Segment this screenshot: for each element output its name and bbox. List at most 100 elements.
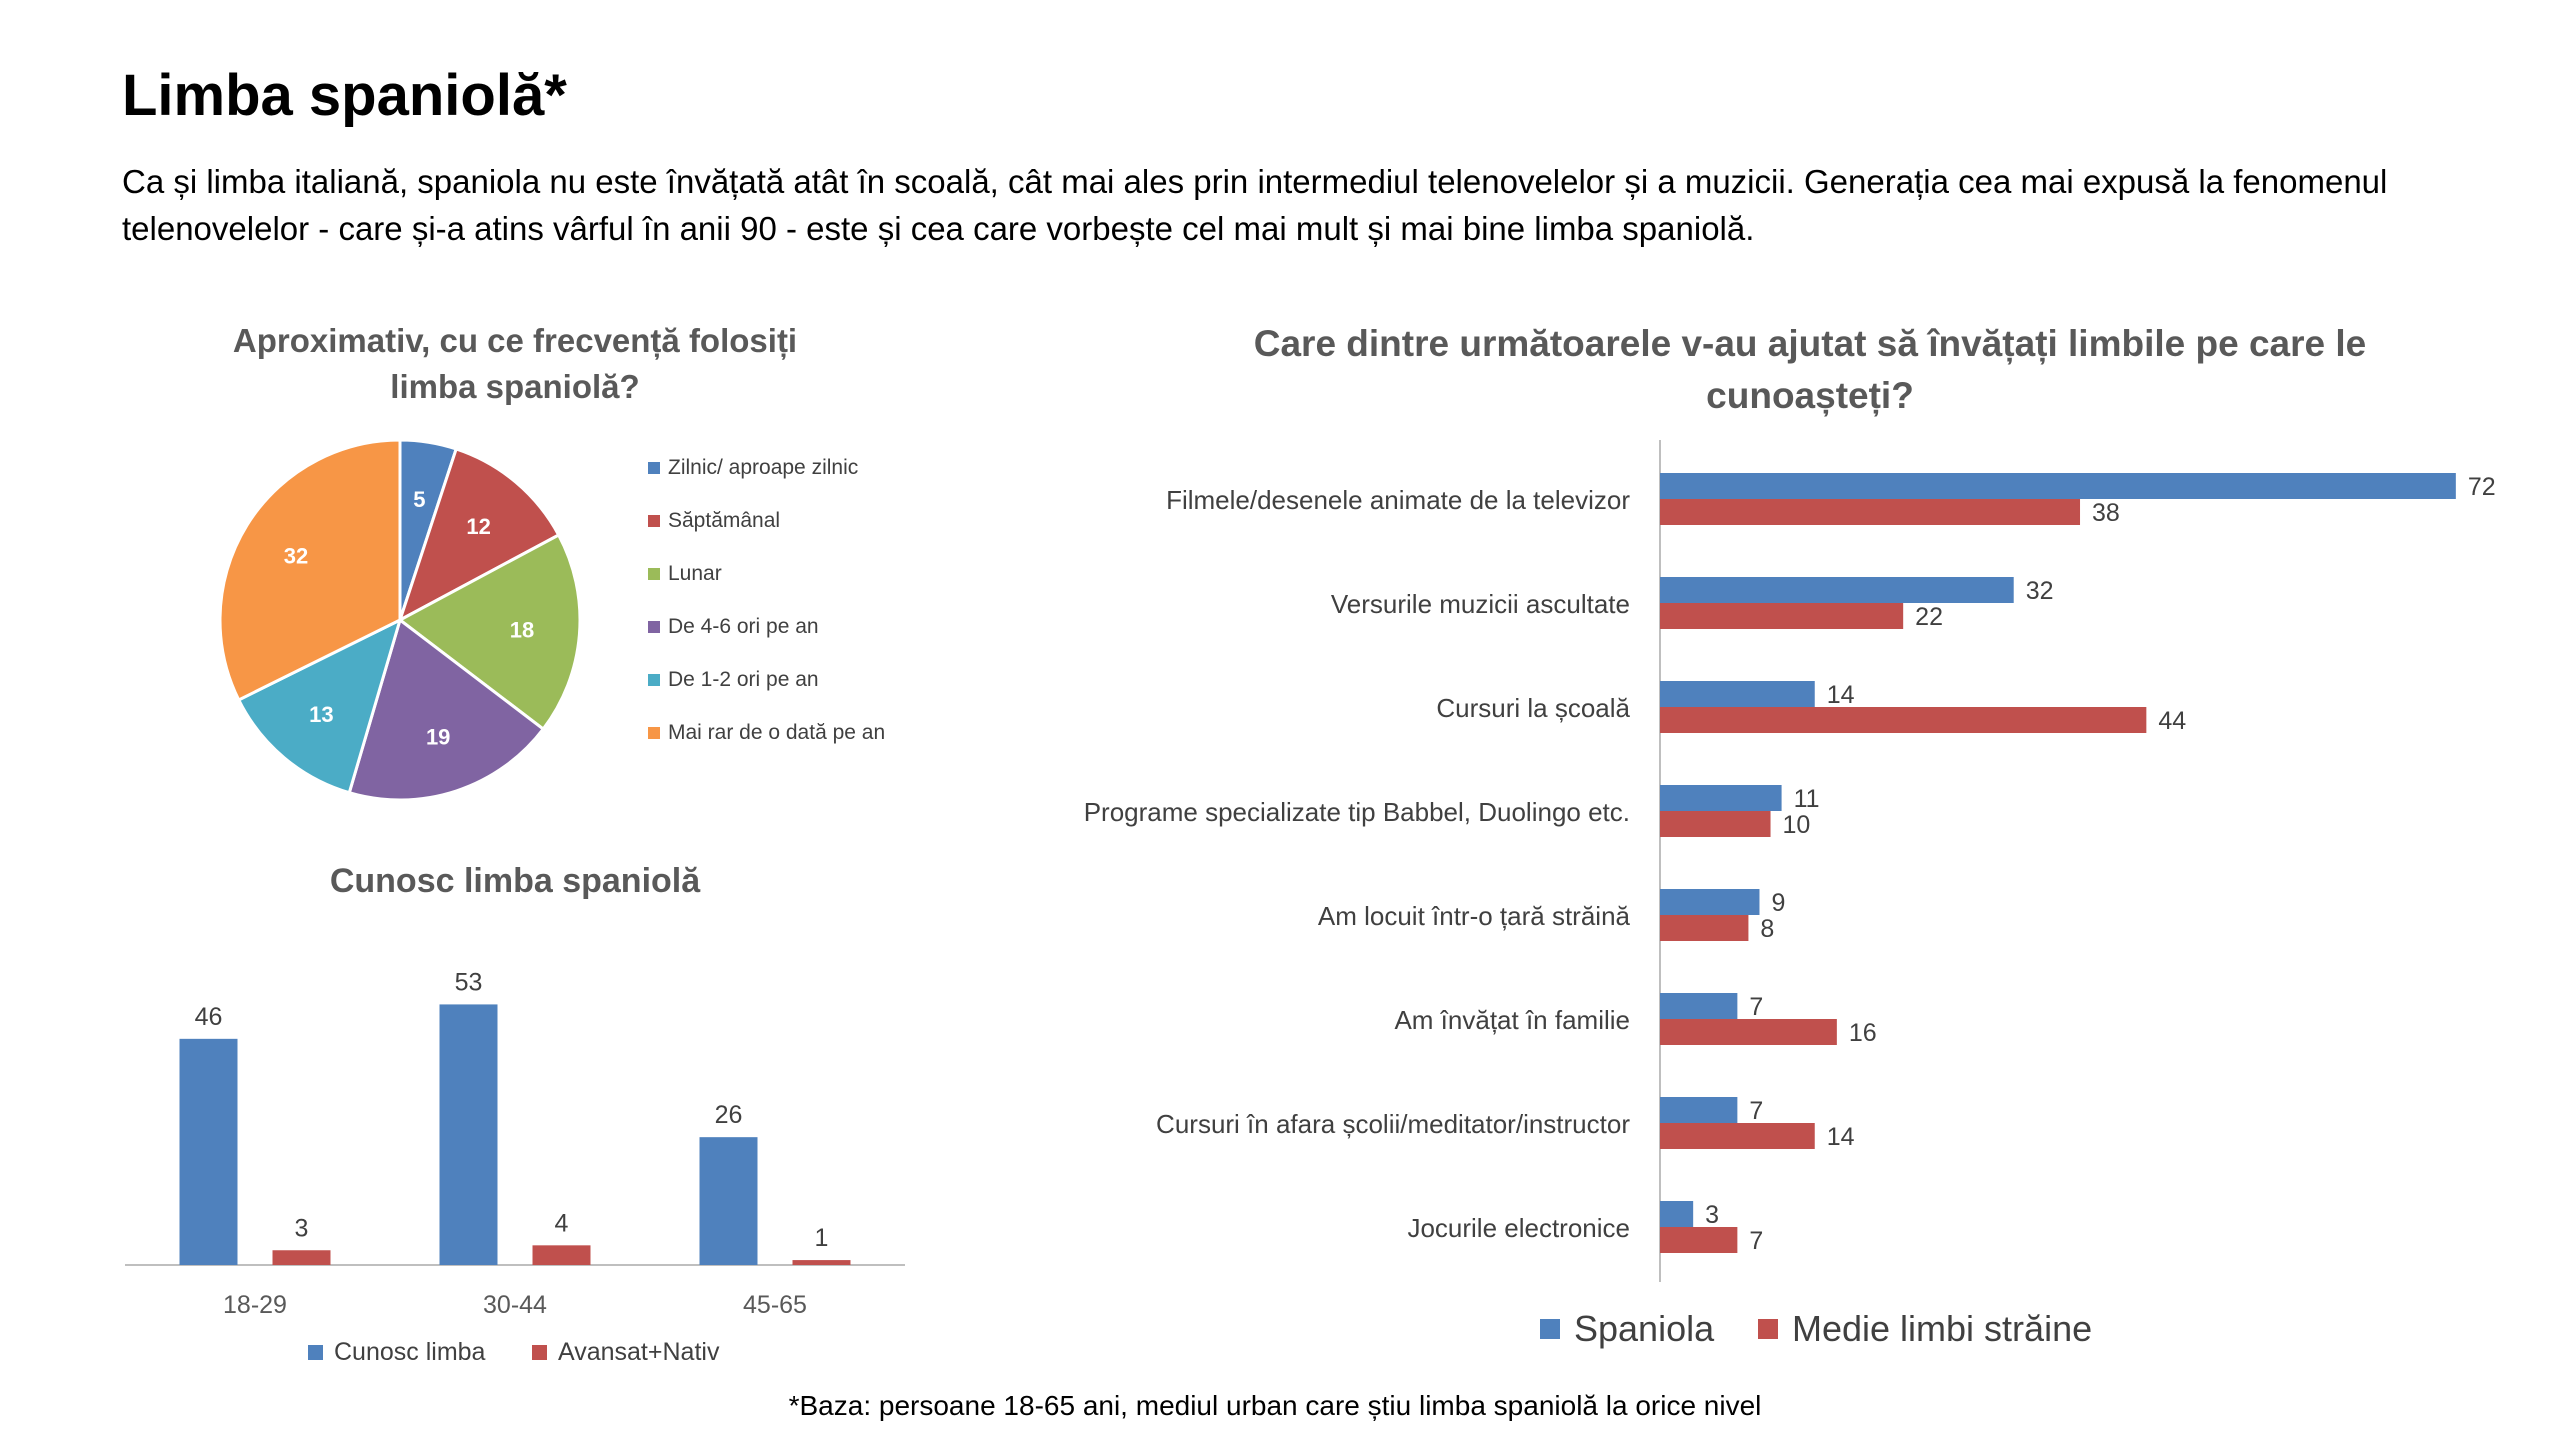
bar-data-label: 72 — [2468, 473, 2496, 501]
pie-legend-item: De 1-2 ori pe an — [648, 668, 819, 692]
y-category-label: Jocurile electronice — [1407, 1213, 1630, 1243]
legend-label: Spaniola — [1574, 1308, 1715, 1349]
x-tick-label: 30-44 — [483, 1291, 547, 1319]
help-title-line-2: cunoașteți? — [1706, 375, 1914, 416]
legend-swatch — [1540, 1319, 1560, 1339]
bar-data-label: 44 — [2158, 707, 2186, 735]
help-title-line-1: Care dintre următoarele v-au ajutat să î… — [1253, 323, 2367, 364]
y-category-label: Versurile muzicii ascultate — [1331, 589, 1630, 619]
legend-label: Mai rar de o dată pe an — [668, 721, 886, 744]
pie-data-label: 5 — [413, 487, 425, 512]
bar — [532, 1245, 591, 1265]
bar — [1660, 915, 1749, 941]
age-chart-title: Cunosc limba spaniolă — [329, 862, 701, 900]
legend-swatch — [648, 674, 660, 686]
bar — [792, 1260, 851, 1265]
pie-legend-item: Zilnic/ aproape zilnic — [648, 456, 858, 480]
help-bar-chart: Filmele/desenele animate de la televizor… — [1084, 440, 2496, 1282]
legend-swatch — [532, 1345, 547, 1360]
y-category-label: Programe specializate tip Babbel, Duolin… — [1084, 797, 1630, 827]
legend-label: De 1-2 ori pe an — [668, 668, 819, 691]
bar — [1660, 889, 1760, 915]
bar-data-label: 10 — [1783, 811, 1811, 839]
pie-data-label: 13 — [309, 702, 333, 727]
pie-legend-item: Mai rar de o dată pe an — [648, 721, 885, 745]
pie-data-label: 19 — [426, 724, 450, 749]
age-bar-chart: 46 3 18-29 53 4 30-44 26 1 45-65 — [125, 968, 905, 1319]
bar-data-label: 4 — [555, 1209, 569, 1237]
pie-slice — [397, 447, 561, 624]
bar — [1660, 1201, 1694, 1227]
legend-label: Medie limbi străine — [1792, 1308, 2093, 1349]
y-category-label: Filmele/desenele animate de la televizor — [1166, 485, 1630, 515]
pie-slice — [236, 617, 403, 795]
footnote: *Baza: persoane 18-65 ani, mediul urban … — [788, 1390, 1762, 1421]
bar — [1660, 1097, 1738, 1123]
page-title: Limba spaniolă* — [122, 63, 567, 128]
legend-swatch — [1758, 1319, 1778, 1339]
help-legend-item: Spaniola — [1540, 1308, 1714, 1350]
legend-label: Avansat+Nativ — [558, 1338, 720, 1366]
age-legend-item: Cunosc limba — [308, 1338, 485, 1367]
bar-data-label: 1 — [815, 1224, 829, 1252]
legend-label: Săptămânal — [668, 509, 781, 532]
pie-legend-item: De 4-6 ori pe an — [648, 615, 819, 639]
bar-data-label: 14 — [1827, 1123, 1855, 1151]
legend-label: Zilnic/ aproape zilnic — [668, 456, 859, 479]
bar-data-label: 46 — [195, 1003, 223, 1031]
bar — [1660, 473, 2456, 499]
pie-slice — [397, 532, 582, 732]
bar-data-label: 3 — [1705, 1201, 1719, 1229]
bar — [1660, 707, 2147, 733]
pie-title-line-2: limba spaniolă? — [390, 368, 640, 405]
age-legend-item: Avansat+Nativ — [532, 1338, 719, 1367]
bar-data-label: 11 — [1794, 785, 1820, 813]
bar-data-label: 7 — [1749, 993, 1763, 1021]
legend-swatch — [308, 1345, 323, 1360]
x-tick-label: 18-29 — [223, 1291, 287, 1319]
bar-data-label: 26 — [715, 1101, 743, 1129]
bar — [699, 1137, 758, 1265]
bar-data-label: 8 — [1760, 915, 1774, 943]
bar — [1660, 681, 1815, 707]
bar — [179, 1038, 238, 1265]
pie-data-label: 18 — [510, 618, 534, 643]
bar-data-label: 7 — [1749, 1227, 1763, 1255]
pie-data-label: 12 — [466, 514, 490, 539]
pie-chart: 5 12 18 19 13 32 — [218, 438, 582, 802]
legend-swatch — [648, 568, 660, 580]
bar — [272, 1250, 331, 1265]
pie-legend-item: Săptămânal — [648, 509, 780, 533]
intro-paragraph: Ca și limba italiană, spaniola nu este î… — [122, 163, 2388, 247]
bar — [1660, 1227, 1738, 1253]
legend-label: Cunosc limba — [334, 1338, 486, 1366]
bar-data-label: 9 — [1771, 889, 1785, 917]
pie-legend-item: Lunar — [648, 562, 722, 586]
bar-data-label: 3 — [295, 1214, 309, 1242]
y-category-label: Am locuit într-o țară străină — [1318, 901, 1631, 931]
legend-swatch — [648, 621, 660, 633]
bar — [1660, 785, 1782, 811]
bar — [1660, 603, 1904, 629]
bar — [1660, 811, 1771, 837]
help-chart-title: Care dintre următoarele v-au ajutat să î… — [1180, 318, 2440, 422]
help-legend-item: Medie limbi străine — [1758, 1308, 2092, 1350]
pie-data-label: 32 — [284, 543, 308, 568]
bar-data-label: 32 — [2026, 577, 2054, 605]
bar — [1660, 993, 1738, 1019]
bar-data-label: 22 — [1915, 603, 1943, 631]
bar-data-label: 14 — [1827, 681, 1855, 709]
bar-data-label: 7 — [1749, 1097, 1763, 1125]
legend-swatch — [648, 727, 660, 739]
y-category-label: Cursuri în afara școlii/meditator/instru… — [1156, 1109, 1630, 1139]
bar-data-label: 16 — [1849, 1019, 1877, 1047]
pie-title-line-1: Aproximativ, cu ce frecvență folosiți — [232, 322, 798, 359]
legend-label: De 4-6 ori pe an — [668, 615, 819, 638]
bar — [1660, 577, 2014, 603]
bar-data-label: 53 — [455, 968, 483, 996]
pie-slice — [347, 617, 546, 802]
bar — [439, 1004, 498, 1265]
pie-slice — [218, 438, 402, 702]
legend-swatch — [648, 515, 660, 527]
bar — [1660, 1123, 1815, 1149]
